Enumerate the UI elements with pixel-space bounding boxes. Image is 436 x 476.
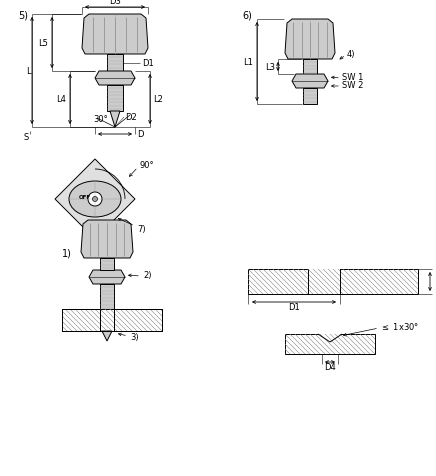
Bar	[303, 89, 317, 105]
Text: 90°: 90°	[139, 161, 153, 170]
Text: S: S	[24, 133, 29, 142]
Polygon shape	[89, 270, 125, 284]
Text: 3): 3)	[130, 333, 139, 342]
Text: 4): 4)	[347, 50, 355, 60]
Bar	[100, 284, 114, 309]
Bar	[303, 60, 317, 75]
Text: D4: D4	[324, 363, 336, 372]
Text: L1: L1	[243, 58, 253, 67]
Text: D1: D1	[288, 303, 300, 312]
Bar	[107, 55, 123, 72]
Text: 6): 6)	[242, 10, 252, 20]
Polygon shape	[95, 72, 135, 86]
Polygon shape	[82, 15, 148, 55]
Polygon shape	[55, 159, 135, 239]
Ellipse shape	[69, 182, 121, 218]
Text: 5): 5)	[18, 10, 28, 20]
Text: D: D	[137, 130, 143, 139]
Text: D3: D3	[109, 0, 121, 6]
Text: L: L	[26, 67, 31, 76]
Text: L3: L3	[265, 63, 275, 72]
Polygon shape	[110, 112, 120, 128]
Text: SW 2: SW 2	[342, 81, 363, 90]
Text: $\leq$ 1x30$\degree$: $\leq$ 1x30$\degree$	[380, 321, 419, 332]
Text: L5: L5	[38, 39, 48, 48]
Bar	[248, 269, 418, 294]
Circle shape	[88, 193, 102, 207]
Text: D1: D1	[142, 59, 154, 68]
Text: D2: D2	[125, 112, 137, 121]
Text: L2: L2	[153, 95, 163, 104]
Text: L4: L4	[56, 95, 66, 104]
Text: 7): 7)	[137, 225, 146, 234]
Polygon shape	[102, 331, 112, 341]
Text: 1): 1)	[62, 248, 72, 258]
Bar	[308, 269, 340, 294]
Polygon shape	[81, 220, 133, 258]
Text: 30°: 30°	[93, 115, 108, 124]
Bar	[285, 334, 375, 354]
Polygon shape	[285, 20, 335, 60]
Polygon shape	[318, 334, 342, 342]
Text: SW 1: SW 1	[342, 73, 363, 82]
Text: 2): 2)	[143, 271, 151, 280]
Circle shape	[92, 197, 98, 202]
Text: OFF: OFF	[79, 195, 91, 200]
Text: T: T	[435, 278, 436, 287]
Bar	[62, 309, 162, 331]
Bar	[107, 86, 123, 112]
Bar	[100, 309, 114, 331]
Bar	[100, 258, 114, 270]
Polygon shape	[292, 75, 328, 89]
